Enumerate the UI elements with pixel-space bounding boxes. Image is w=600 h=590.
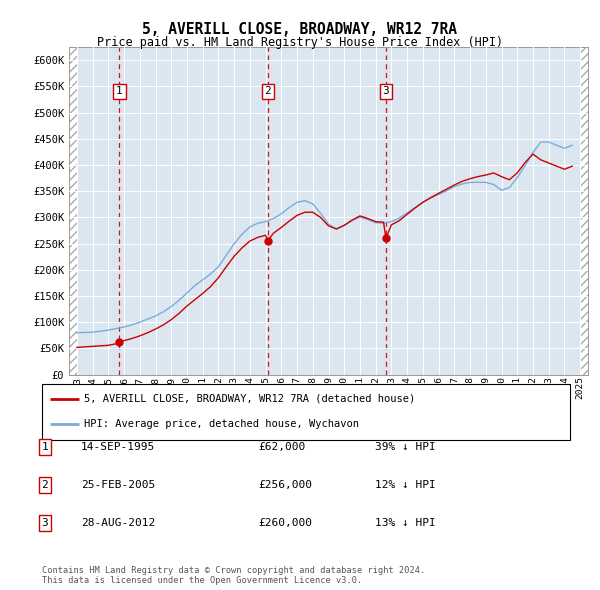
Text: £62,000: £62,000 bbox=[258, 442, 305, 452]
Text: 2: 2 bbox=[265, 86, 271, 96]
Text: HPI: Average price, detached house, Wychavon: HPI: Average price, detached house, Wych… bbox=[84, 419, 359, 430]
Text: 25-FEB-2005: 25-FEB-2005 bbox=[81, 480, 155, 490]
Text: 14-SEP-1995: 14-SEP-1995 bbox=[81, 442, 155, 452]
Bar bbox=[580, 47, 588, 375]
Text: 2: 2 bbox=[41, 480, 49, 490]
FancyBboxPatch shape bbox=[42, 384, 570, 440]
Text: Contains HM Land Registry data © Crown copyright and database right 2024.
This d: Contains HM Land Registry data © Crown c… bbox=[42, 566, 425, 585]
Text: 5, AVERILL CLOSE, BROADWAY, WR12 7RA (detached house): 5, AVERILL CLOSE, BROADWAY, WR12 7RA (de… bbox=[84, 394, 415, 404]
Text: £260,000: £260,000 bbox=[258, 518, 312, 527]
Text: 3: 3 bbox=[41, 518, 49, 527]
Text: 28-AUG-2012: 28-AUG-2012 bbox=[81, 518, 155, 527]
Text: 3: 3 bbox=[383, 86, 389, 96]
Text: Price paid vs. HM Land Registry's House Price Index (HPI): Price paid vs. HM Land Registry's House … bbox=[97, 36, 503, 49]
Text: 1: 1 bbox=[116, 86, 123, 96]
Text: 39% ↓ HPI: 39% ↓ HPI bbox=[375, 442, 436, 452]
Text: 1: 1 bbox=[41, 442, 49, 452]
Text: £256,000: £256,000 bbox=[258, 480, 312, 490]
Text: 13% ↓ HPI: 13% ↓ HPI bbox=[375, 518, 436, 527]
Text: 12% ↓ HPI: 12% ↓ HPI bbox=[375, 480, 436, 490]
Text: 5, AVERILL CLOSE, BROADWAY, WR12 7RA: 5, AVERILL CLOSE, BROADWAY, WR12 7RA bbox=[143, 22, 458, 37]
Bar bbox=[69, 47, 77, 375]
